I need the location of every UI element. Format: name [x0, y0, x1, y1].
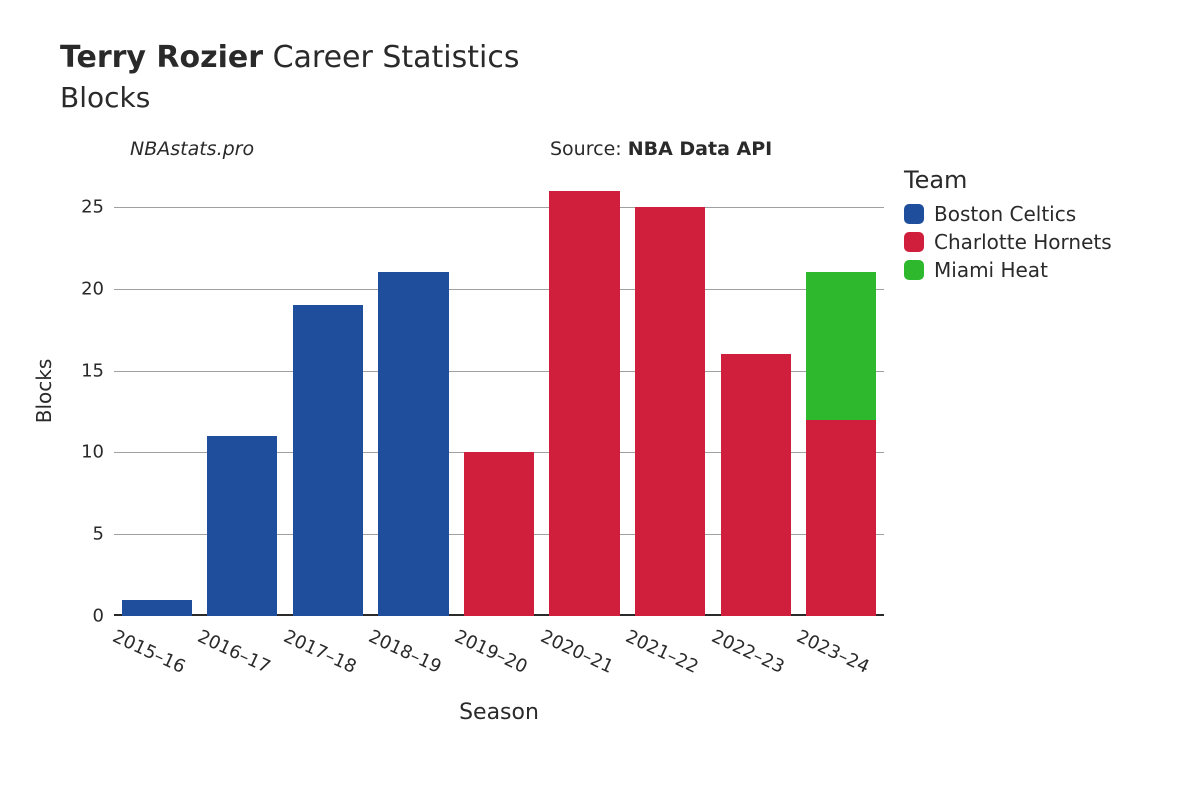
bar-segment [122, 600, 192, 616]
y-tick-label: 25 [81, 196, 104, 217]
legend-swatch [904, 232, 924, 252]
source-line: Source: NBA Data API [550, 138, 772, 160]
bar-segment [293, 305, 363, 616]
legend-title: Team [904, 166, 1112, 194]
x-tick-label: 2018–19 [366, 626, 445, 678]
legend-swatch [904, 204, 924, 224]
y-tick-label: 20 [81, 278, 104, 299]
x-tick-label: 2017–18 [280, 626, 359, 678]
bar-segment [549, 191, 619, 616]
legend-item: Charlotte Hornets [904, 230, 1112, 254]
chart-title-player: Terry Rozier [60, 40, 263, 75]
y-tick-label: 15 [81, 360, 104, 381]
bar-segment [635, 207, 705, 616]
x-tick-label: 2021–22 [622, 626, 701, 678]
bar-segment [378, 272, 448, 616]
legend-swatch [904, 260, 924, 280]
x-tick-label: 2023–24 [793, 626, 872, 678]
legend-item: Boston Celtics [904, 202, 1112, 226]
x-tick-label: 2016–17 [195, 626, 274, 678]
x-tick-label: 2015–16 [109, 626, 188, 678]
watermark: NBAstats.pro [130, 138, 254, 160]
y-axis-title: Blocks [32, 359, 56, 424]
chart-title-block: Terry Rozier Career Statistics Blocks [60, 40, 520, 114]
bar-segment [207, 436, 277, 616]
bar-segment [806, 272, 876, 419]
bar-segment [806, 420, 876, 616]
y-tick-label: 10 [81, 442, 104, 463]
chart-subtitle: Blocks [60, 81, 520, 114]
page: Terry Rozier Career Statistics Blocks NB… [0, 0, 1200, 800]
chart-title: Terry Rozier Career Statistics [60, 40, 520, 75]
legend-label: Boston Celtics [934, 202, 1076, 226]
bar-segment [464, 452, 534, 616]
legend-label: Charlotte Hornets [934, 230, 1112, 254]
x-tick-label: 2020–21 [537, 626, 616, 678]
gridline [114, 207, 884, 208]
x-axis-title: Season [459, 700, 539, 725]
legend-label: Miami Heat [934, 258, 1048, 282]
x-tick-label: 2019–20 [451, 626, 530, 678]
source-label: Source: [550, 138, 628, 160]
chart-title-rest: Career Statistics [273, 40, 520, 75]
x-tick-label: 2022–23 [708, 626, 787, 678]
source-value: NBA Data API [628, 138, 773, 160]
legend-item: Miami Heat [904, 258, 1112, 282]
gridline [114, 289, 884, 290]
y-tick-label: 0 [93, 606, 104, 627]
bar-segment [721, 354, 791, 616]
y-tick-label: 5 [93, 524, 104, 545]
plot-area: 05101520252015–162016–172017–182018–1920… [114, 166, 884, 616]
legend: Team Boston Celtics Charlotte Hornets Miam… [904, 166, 1112, 286]
